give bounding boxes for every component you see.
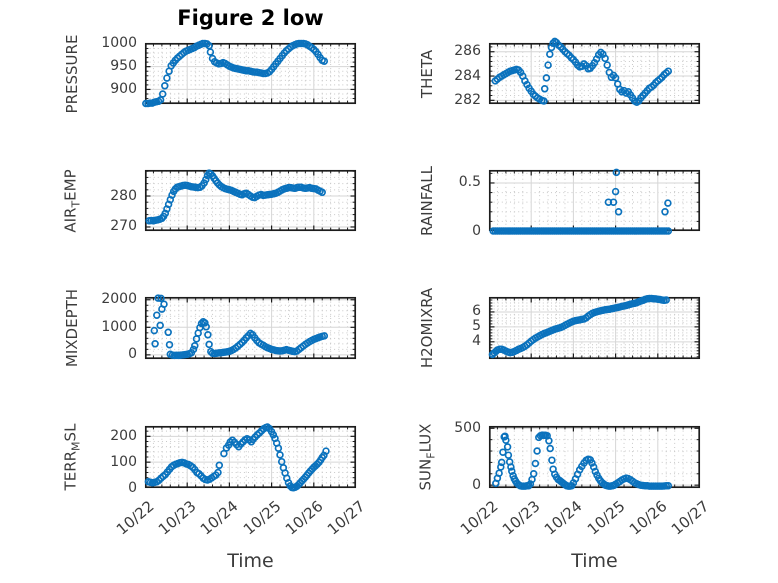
axes-frame — [144, 169, 357, 232]
y-tick-label: 282 — [454, 91, 481, 108]
y-tick-label: 900 — [110, 80, 137, 97]
subplot-terr-msl — [144, 423, 357, 492]
axes-frame — [144, 425, 357, 489]
axes-frame — [144, 296, 357, 360]
y-tick-label: 500 — [454, 419, 481, 436]
y-tick-label: 280 — [110, 187, 137, 204]
series-sun-flux — [492, 431, 673, 490]
series-air-temp — [145, 169, 326, 225]
y-axis-label-mixdepth: MIXDEPTH — [63, 288, 81, 368]
subplot-h2omixra — [488, 294, 701, 360]
subplot-pressure — [142, 39, 357, 108]
series-mixdepth — [150, 294, 329, 360]
y-axis-label-terr-msl: TERRMSL — [61, 423, 83, 491]
y-tick-label: 5 — [472, 318, 481, 335]
y-axis-label-theta: THETA — [418, 49, 436, 98]
y-tick-label: 200 — [110, 427, 137, 444]
major-grid — [145, 170, 356, 231]
subplot-theta — [488, 37, 701, 106]
subplot-sun-flux — [488, 425, 701, 490]
y-tick-label: 2000 — [101, 291, 137, 308]
series-theta — [491, 37, 673, 106]
y-tick-label: 0 — [472, 476, 481, 493]
y-axis-label-rainfall: RAINFALL — [418, 165, 436, 236]
x-axis-label-right: Time — [571, 550, 618, 572]
y-tick-label: 1000 — [101, 318, 137, 335]
subplot-air-temp — [144, 169, 357, 232]
y-tick-label: 950 — [110, 58, 137, 75]
minor-grid — [489, 170, 700, 231]
subplot-mixdepth — [144, 294, 357, 360]
figure-title: Figure 2 low — [177, 6, 324, 30]
minor-grid — [145, 43, 356, 104]
y-tick-label: 0.5 — [458, 174, 481, 191]
y-tick-label: 286 — [454, 43, 481, 60]
series-pressure — [142, 39, 329, 108]
y-tick-label: 284 — [454, 67, 481, 84]
series-rainfall — [489, 168, 673, 235]
y-tick-label: 6 — [472, 303, 481, 320]
x-axis-label-left: Time — [227, 550, 274, 572]
series-terr-msl — [144, 423, 330, 492]
y-axis-label-h2omixra: H2OMIXRA — [418, 287, 436, 369]
y-axis-label-pressure: PRESSURE — [63, 34, 81, 113]
y-axis-label-sun-flux: SUNFLUX — [416, 423, 438, 491]
y-tick-label: 0 — [128, 479, 137, 496]
y-tick-label: 1000 — [101, 35, 137, 52]
y-tick-label: 270 — [110, 218, 137, 235]
y-tick-label: 100 — [110, 453, 137, 470]
y-tick-label: 0 — [128, 346, 137, 363]
y-tick-label: 0 — [472, 222, 481, 239]
subplot-rainfall — [488, 168, 701, 235]
y-axis-label-air-temp: AIRTEMP — [61, 168, 83, 233]
series-h2omixra — [488, 294, 670, 359]
y-tick-label: 4 — [472, 333, 481, 350]
